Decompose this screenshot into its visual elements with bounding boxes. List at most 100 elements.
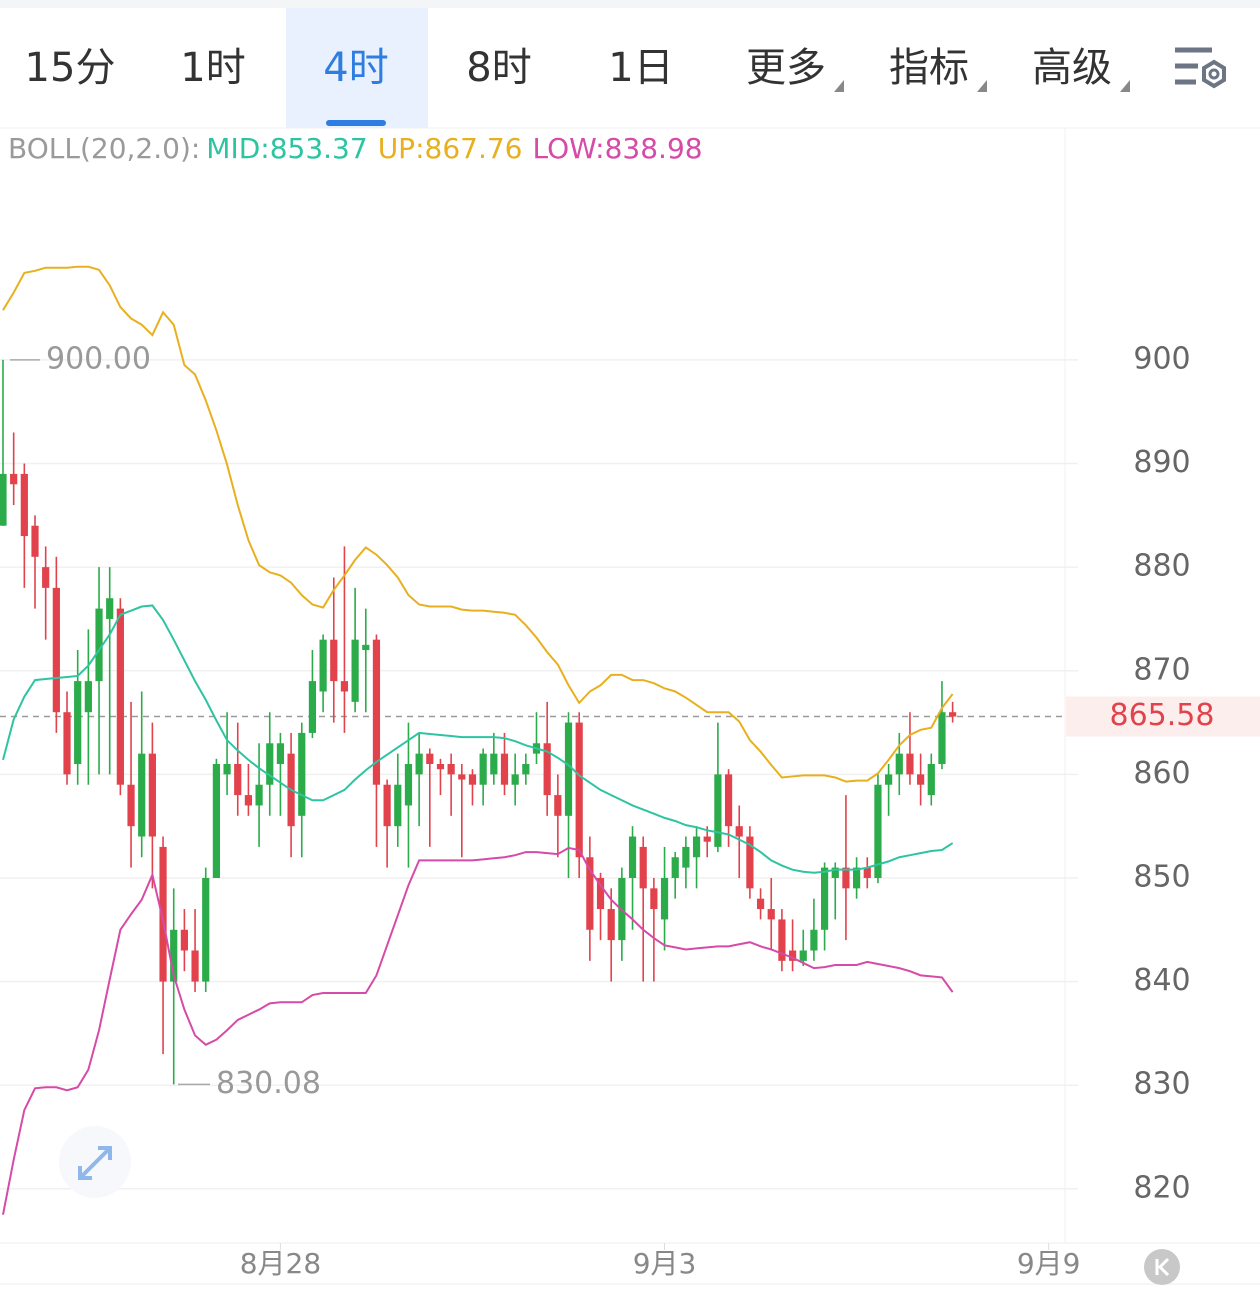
candle-body — [276, 743, 285, 765]
candle-body — [266, 743, 274, 785]
candle-body — [362, 644, 370, 651]
candle-body — [714, 774, 722, 847]
y-tick-label: 870 — [1133, 652, 1190, 687]
candle-body — [650, 888, 658, 910]
boll-line — [2, 265, 954, 783]
candle-body — [895, 753, 903, 775]
candle-body — [628, 836, 637, 878]
tab[interactable]: 指标 — [889, 45, 969, 91]
candle-body — [351, 639, 359, 702]
candle-body — [756, 898, 765, 910]
candle-body — [842, 867, 850, 889]
tab[interactable]: 1日 — [608, 45, 673, 91]
tab-highlight — [286, 8, 428, 128]
candle-body — [586, 857, 594, 930]
candle-body — [671, 857, 679, 878]
candle-body — [575, 722, 583, 858]
candle-body — [799, 950, 807, 961]
candle-body — [490, 753, 498, 775]
boll-line — [2, 604, 954, 874]
candle-body — [500, 753, 509, 785]
candle-body — [831, 867, 839, 878]
plot: 820 830 840 850 860 870 880 890 900 8月28 9月3 9月9 865… — [0, 265, 1260, 1280]
candle-body — [95, 608, 103, 682]
candle-body — [31, 525, 39, 557]
candle-body — [383, 784, 391, 827]
legend-entry: LOW:838.98 — [532, 132, 702, 165]
indicator-label: BOLL(20,2.0): — [8, 132, 200, 165]
candle-body — [394, 784, 402, 827]
dropdown-caret — [1120, 80, 1130, 92]
candle-body — [554, 795, 562, 816]
candle-body — [853, 867, 861, 889]
y-tick-label: 830 — [1133, 1067, 1190, 1102]
tab[interactable]: 8时 — [466, 45, 531, 91]
candle-body — [298, 732, 306, 816]
candle-body — [778, 919, 786, 961]
settings-icon[interactable] — [1175, 47, 1226, 89]
candle-body — [511, 774, 519, 785]
scroll-latest-button[interactable] — [1144, 1249, 1180, 1285]
candle-body — [917, 774, 925, 785]
candle-body — [20, 473, 28, 537]
candle-body — [212, 764, 220, 878]
candle-body — [724, 774, 733, 827]
candle-body — [543, 743, 551, 796]
x-tick-label: 9月3 — [633, 1247, 697, 1280]
candle-body — [84, 681, 92, 713]
candle-body — [938, 712, 946, 765]
dropdown-caret — [834, 80, 844, 92]
tab-underline — [326, 120, 386, 126]
expand-button[interactable] — [59, 1126, 131, 1198]
candle-body — [404, 764, 413, 806]
tab[interactable]: 15分 — [25, 45, 116, 91]
candle-body — [255, 784, 263, 806]
y-tick-label: 850 — [1133, 859, 1190, 894]
candle-body — [319, 639, 327, 692]
status-strip — [0, 0, 1260, 8]
candle-body — [927, 764, 935, 796]
candle-body — [148, 753, 156, 837]
candle-body — [639, 846, 647, 889]
candle-body — [479, 753, 487, 785]
candle-body — [52, 587, 60, 713]
candle-body — [340, 681, 349, 692]
legend-entry: MID:853.37 — [206, 132, 367, 165]
tab[interactable]: 高级 — [1032, 45, 1112, 91]
x-tick-label: 9月9 — [1017, 1247, 1081, 1280]
candle-body — [330, 639, 338, 682]
candle-body — [874, 784, 882, 878]
candle-body — [138, 753, 146, 837]
candle-body — [0, 473, 7, 526]
candle-body — [223, 764, 231, 775]
candle-body — [906, 753, 914, 775]
candle-body — [159, 846, 167, 982]
y-tick-label: 890 — [1133, 445, 1190, 480]
tab[interactable]: 更多 — [746, 45, 826, 91]
candle-body — [308, 681, 317, 733]
candle-body — [244, 795, 253, 806]
candle-body — [767, 909, 775, 920]
candle-body — [703, 836, 711, 842]
candle-body — [607, 909, 615, 941]
candle-body — [42, 567, 50, 588]
boll-line — [2, 846, 954, 1215]
candle-body — [202, 877, 210, 982]
candle-body — [106, 598, 114, 619]
y-tick-label: 820 — [1133, 1170, 1190, 1205]
candle-body — [170, 929, 178, 982]
candle-body — [885, 774, 893, 785]
tab[interactable]: 4时 — [323, 45, 388, 91]
candle-body — [116, 608, 124, 785]
x-tick-label: 8月28 — [240, 1247, 321, 1280]
candle-body — [522, 764, 530, 775]
candle-body — [863, 867, 871, 878]
dropdown-caret — [977, 80, 987, 92]
tab[interactable]: 1时 — [180, 45, 245, 91]
candle-body — [10, 473, 18, 485]
candle-body — [564, 722, 573, 816]
toolbar: 15分 1时 4时 8时 1日 更多 指标 高级 — [25, 8, 1130, 128]
candle-body — [458, 774, 466, 780]
y-tick-label: 880 — [1133, 549, 1190, 584]
